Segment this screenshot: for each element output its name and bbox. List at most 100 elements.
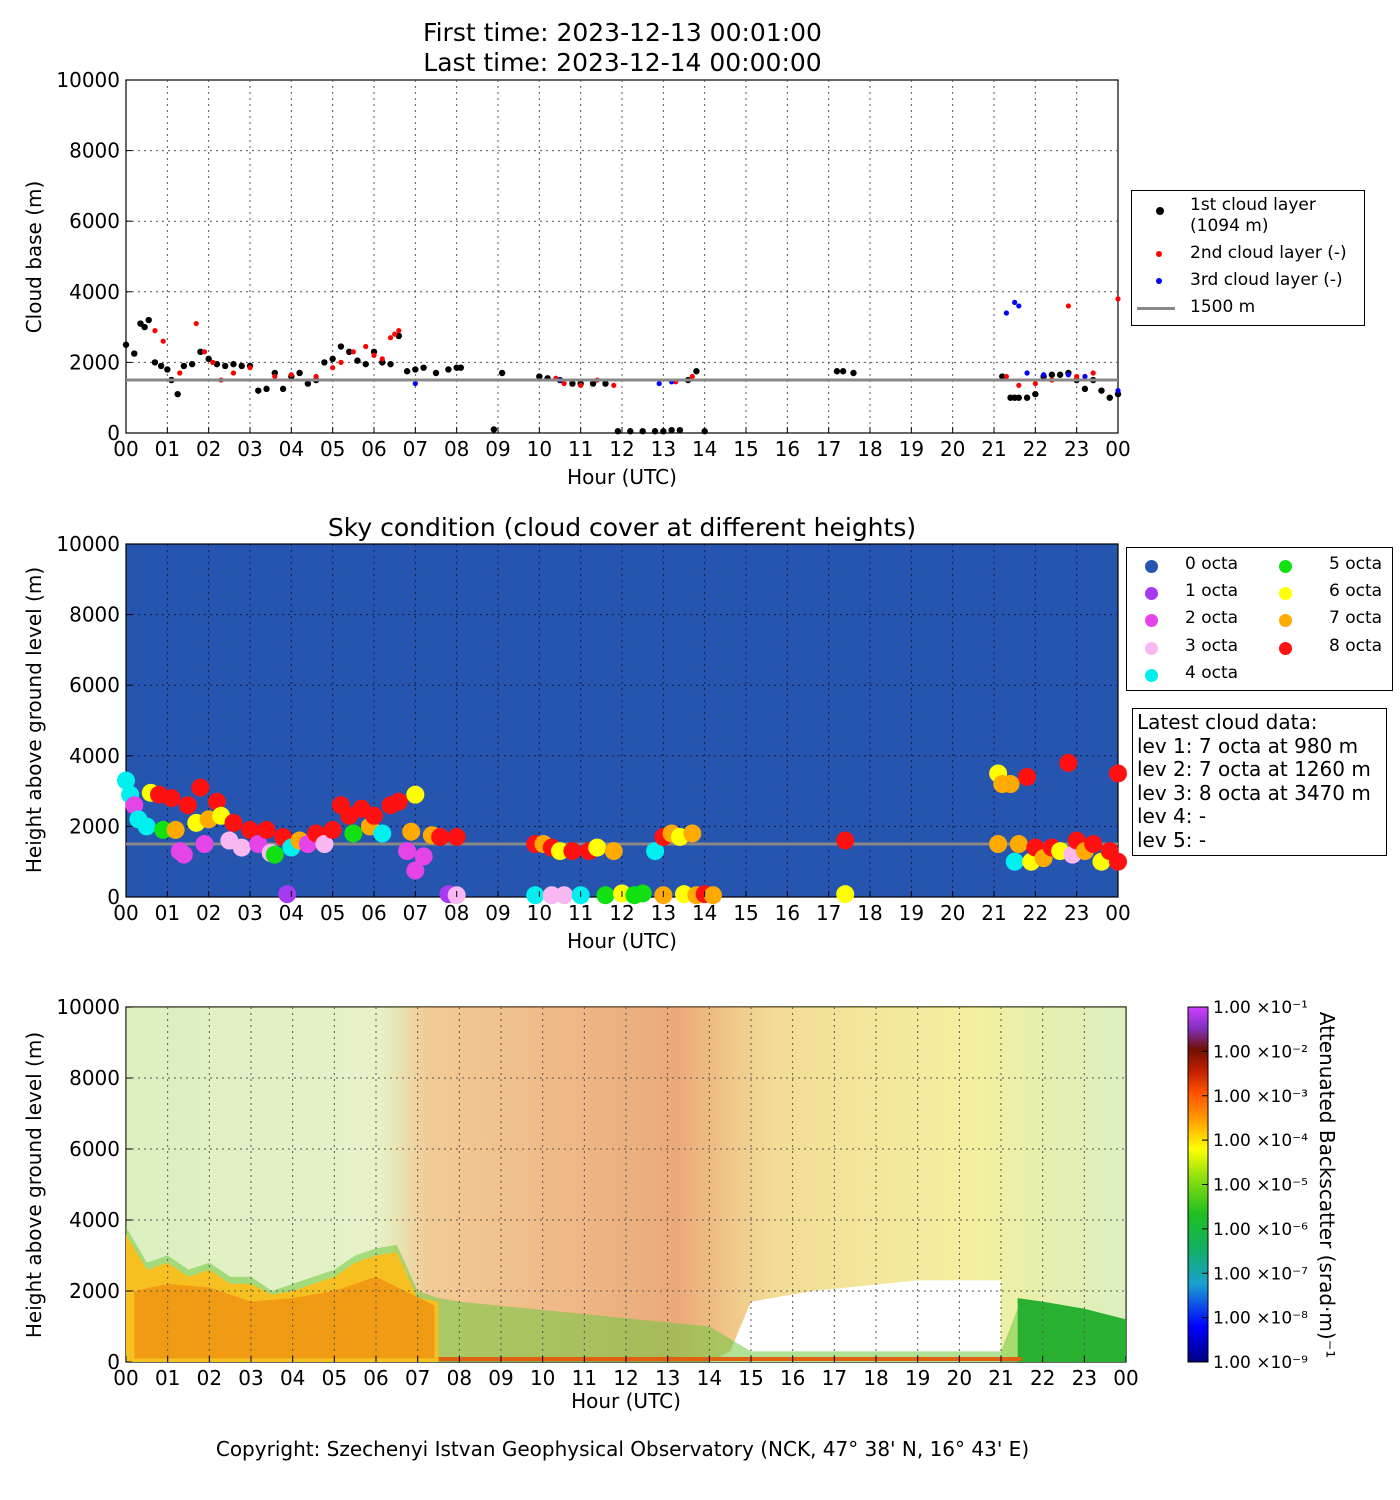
x-tick-label: 12 [613, 1366, 638, 1390]
sky-condition-point [174, 845, 193, 864]
cloud-base-point [304, 380, 312, 387]
cloud-base-point [238, 362, 245, 370]
octa-legend: 0 octa 1 octa 2 octa 3 octa 4 octa 5 octa 6 oc… [1126, 547, 1393, 691]
latest-cloud-data: Latest cloud data: lev 1: 7 octa at 980 … [1132, 708, 1387, 856]
sky-condition-point [1009, 835, 1028, 854]
x-tick-label: 18 [863, 1366, 888, 1390]
cloud-base-point [396, 328, 402, 334]
x-tick-label: 17 [822, 1366, 847, 1390]
colorbar-tick-label: 1.00 ×10⁻³ [1213, 1087, 1308, 1107]
x-tick-label: 01 [155, 437, 180, 461]
layer2-label: 2nd cloud layer (-) [1190, 243, 1347, 263]
cloud-base-point [627, 428, 634, 435]
cloud-base-point [363, 343, 369, 350]
y-tick-label: 6000 [69, 209, 120, 233]
x-tick-label: 05 [322, 1366, 347, 1390]
y-axis-label: Height above ground level (m) [22, 1032, 46, 1338]
sky-condition-point [278, 885, 297, 904]
sky-condition-point [1018, 767, 1037, 786]
cloud-base-point [180, 362, 188, 370]
cloud-base-point [210, 359, 216, 365]
sky-condition-point [563, 842, 582, 861]
x-tick-label: 02 [196, 437, 221, 461]
x-tick-label: 00 [1113, 1366, 1138, 1390]
x-tick-label: 20 [947, 1366, 972, 1390]
sky-condition-point [137, 817, 156, 836]
octa-legend-label: 2 octa [1185, 608, 1239, 629]
ref-line-label: 1500 m [1190, 297, 1256, 317]
x-tick-label: 14 [692, 437, 717, 461]
y-tick-label: 10000 [56, 995, 120, 1019]
cloud-base-point [174, 390, 181, 398]
sky-condition-point [1001, 775, 1020, 794]
cloud-base-point [490, 426, 498, 433]
x-tick-label: 21 [981, 437, 1006, 461]
x-tick-label: 20 [940, 437, 965, 461]
octa-legend-marker [1145, 641, 1158, 655]
layer1-label: 1st cloud layer [1190, 195, 1316, 215]
x-tick-label: 05 [320, 437, 345, 461]
cloud-base-point [1056, 371, 1064, 378]
sky-condition-point [125, 796, 144, 815]
x-tick-label: 00 [113, 901, 138, 925]
sky-condition-point [166, 820, 185, 839]
cloud-base-point [329, 355, 336, 363]
octa-legend-label: 7 octa [1329, 608, 1383, 629]
sky-condition-point [836, 831, 855, 850]
cloud-base-point [247, 365, 253, 371]
cloud-base-point [387, 335, 394, 341]
layer1-marker [1156, 207, 1164, 215]
cloud-base-point [498, 369, 506, 377]
y-tick-label: 0 [107, 885, 120, 909]
sky-condition-point [224, 813, 243, 832]
cloud-base-point [403, 368, 411, 375]
x-axis-label: Hour (UTC) [571, 1389, 681, 1413]
octa-legend-label: 0 octa [1185, 554, 1239, 574]
latest-lev5: lev 5: - [1137, 827, 1207, 852]
sky-condition-point [389, 792, 408, 811]
cloud-base-point [145, 316, 152, 324]
x-tick-label: 07 [405, 1366, 430, 1390]
x-tick-label: 01 [155, 1366, 180, 1390]
y-tick-label: 6000 [69, 1137, 120, 1161]
cloud-base-point [122, 341, 130, 348]
cloud-base-point [279, 385, 287, 393]
cloud-base-point [255, 387, 262, 394]
sky-condition-point [265, 845, 284, 864]
x-tick-label: 08 [444, 901, 469, 925]
x-tick-label: 10 [527, 437, 552, 461]
cloud-base-point [131, 350, 138, 357]
cloud-base-point [701, 428, 708, 435]
cloud-base-point [321, 359, 328, 366]
sky-condition-point [1109, 852, 1127, 871]
sky-condition-point [542, 886, 561, 905]
x-tick-label: 00 [113, 437, 138, 461]
cloud-base-point [660, 428, 667, 435]
sky-condition-point [257, 820, 276, 839]
sky-condition-point [232, 838, 251, 857]
sky-condition-point [431, 827, 450, 846]
x-tick-label: 17 [816, 901, 841, 925]
x-axis-label: Hour (UTC) [567, 465, 677, 489]
y-tick-label: 8000 [69, 139, 120, 163]
x-tick-label: 11 [568, 901, 593, 925]
cloud-base-point [164, 366, 171, 373]
y-tick-label: 6000 [69, 673, 120, 697]
cloud-base-point [337, 343, 345, 350]
cloud-base-point [656, 380, 662, 387]
cloud-base-point [272, 373, 278, 380]
octa-legend-marker [1145, 587, 1158, 601]
cloud-base-point [693, 368, 700, 375]
cloud-base-point [379, 356, 385, 362]
x-tick-label: 04 [279, 437, 304, 461]
octa-legend-marker [1279, 587, 1292, 601]
cloud-base-point [1016, 303, 1022, 309]
y-tick-label: 0 [107, 1350, 120, 1374]
cloud-base-point [1115, 388, 1121, 394]
x-tick-label: 13 [655, 1366, 680, 1390]
sky-condition-point [683, 824, 702, 843]
cloud-base-point [205, 355, 212, 363]
colorbar-tick-label: 1.00 ×10⁻⁷ [1213, 1264, 1308, 1284]
cloud-base-point [1003, 373, 1010, 380]
x-tick-label: 15 [733, 901, 758, 925]
